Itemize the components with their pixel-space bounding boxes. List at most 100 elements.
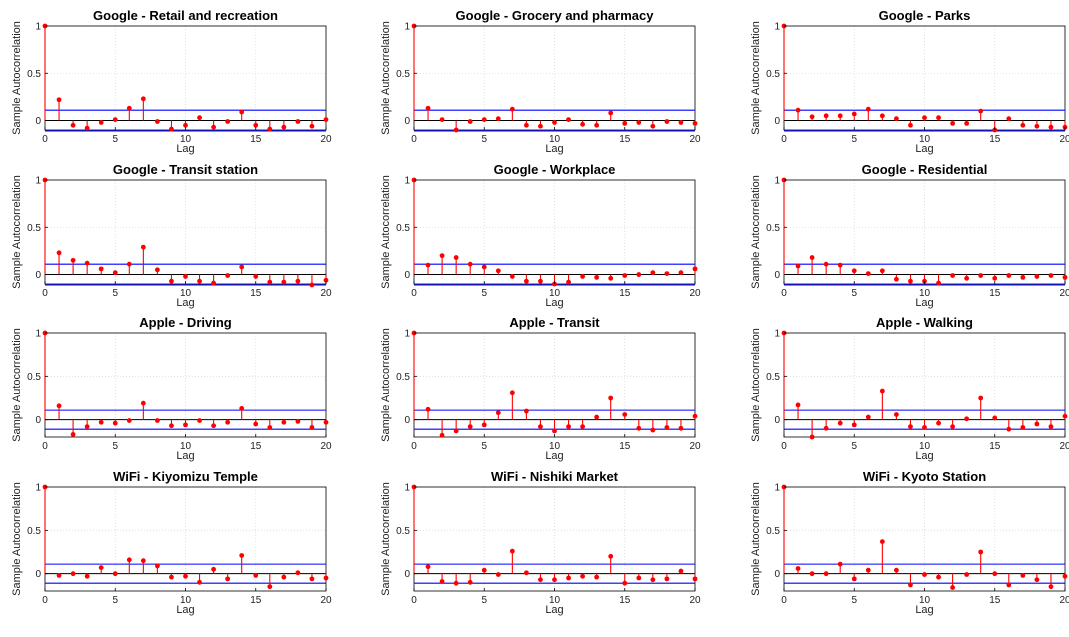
acf-marker [509,390,515,396]
acf-marker [239,109,245,115]
x-tick-label: 5 [112,288,118,299]
acf-marker [112,117,118,122]
acf-marker [70,257,76,263]
acf-panel: 0 5 10 15 20 0 0.5 1 Apple - Driving Lag Sample Au… [11,315,332,462]
acf-marker [1062,413,1068,419]
acf-marker [70,122,76,128]
acf-marker [865,106,871,112]
acf-marker [650,123,656,129]
acf-marker [795,107,801,113]
y-tick-label: 1 [404,483,410,494]
acf-marker [112,270,118,276]
y-tick-label: 1 [35,483,41,494]
acf-marker [1048,124,1054,130]
acf-marker [1034,577,1040,583]
x-axis-label: Lag [176,604,194,616]
acf-marker [879,539,885,544]
panel-title: WiFi - Kyoto Station [863,469,986,484]
acf-marker [1020,573,1026,578]
acf-marker [211,423,217,429]
acf-marker [439,117,445,122]
panel-title: Google - Parks [879,8,971,23]
y-axis-label: Sample Autocorrelation [380,21,392,135]
acf-marker [169,423,174,429]
acf-marker [467,424,473,429]
y-tick-label: 0 [774,116,780,127]
acf-panel: 0 5 10 15 20 0 0.5 1 Google - Workplace Lag Sample… [380,162,701,309]
panel-title: Apple - Walking [876,315,973,330]
y-tick-label: 1 [404,329,410,340]
acf-marker [211,566,217,572]
acf-marker [908,424,913,429]
acf-marker [140,96,146,102]
acf-marker [1062,573,1068,579]
y-axis-label: Sample Autocorrelation [380,175,392,289]
x-tick-label: 0 [42,134,48,145]
y-tick-label: 0.5 [27,223,41,234]
y-tick-label: 0 [35,270,41,281]
acf-marker [865,414,871,420]
acf-marker [809,571,815,577]
y-tick-label: 0 [404,415,410,426]
acf-marker [253,122,259,128]
acf-marker [964,416,970,422]
acf-marker [281,574,287,580]
acf-marker [936,280,941,286]
x-tick-label: 20 [320,134,332,145]
acf-marker [608,275,614,281]
x-tick-label: 0 [781,595,787,606]
acf-marker [566,279,571,285]
y-tick-label: 0.5 [396,526,410,537]
acf-marker [622,273,628,278]
acf-marker [253,274,259,279]
y-axis-label: Sample Autocorrelation [750,328,762,442]
acf-marker [84,125,90,131]
acf-panel: 0 5 10 15 20 0 0.5 1 Google - Residential Lag Samp… [750,162,1069,309]
x-tick-label: 5 [851,134,857,145]
acf-marker [1020,425,1026,430]
acf-marker [795,263,801,269]
y-tick-label: 1 [404,176,410,187]
acf-marker [453,127,459,133]
y-tick-label: 0.5 [27,372,41,383]
acf-marker [1048,273,1054,278]
acf-marker [865,271,871,276]
x-tick-label: 5 [481,595,487,606]
acf-marker [197,115,202,121]
acf-marker [239,264,245,270]
acf-marker [678,270,684,276]
x-tick-label: 10 [180,134,192,145]
acf-marker [837,113,843,119]
x-tick-label: 20 [1059,288,1069,299]
acf-marker [524,122,529,128]
acf-marker [453,580,459,586]
x-tick-label: 20 [1059,441,1069,452]
acf-marker [992,275,998,281]
y-axis-label: Sample Autocorrelation [11,328,23,442]
x-tick-label: 0 [42,595,48,606]
acf-marker [538,577,543,583]
acf-marker [894,412,899,417]
acf-marker [552,428,557,434]
acf-marker [56,573,62,578]
y-tick-label: 0.5 [396,69,410,80]
acf-marker [481,422,487,428]
acf-marker [1034,123,1040,129]
x-tick-label: 10 [180,441,192,452]
x-axis-label: Lag [545,143,563,155]
x-tick-label: 0 [411,134,417,145]
acf-marker [323,117,329,122]
acf-marker [281,124,287,130]
y-tick-label: 0 [35,116,41,127]
acf-marker [509,274,515,279]
panel-title: Google - Grocery and pharmacy [456,8,655,23]
acf-marker [70,432,76,437]
acf-marker [678,120,684,125]
x-tick-label: 10 [549,134,561,145]
acf-marker [309,425,315,430]
acf-marker [281,279,287,285]
acf-marker [950,424,955,429]
x-tick-label: 15 [250,288,262,299]
x-axis-label: Lag [176,297,194,309]
